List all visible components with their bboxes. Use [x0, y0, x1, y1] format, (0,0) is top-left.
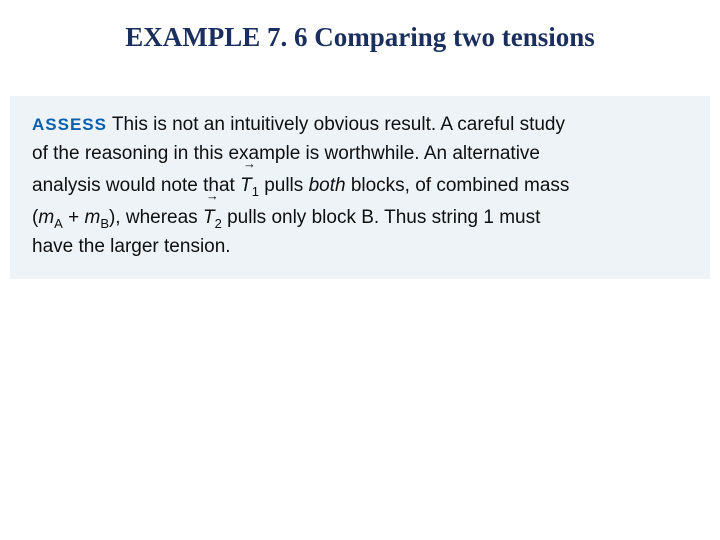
body-text-italic: both: [309, 175, 346, 196]
slide-root: EXAMPLE 7. 6 Comparing two tensions ASSE…: [0, 0, 720, 540]
vector-base: T: [203, 207, 215, 228]
body-text: pulls: [264, 175, 308, 196]
mass-a: mA: [38, 207, 63, 228]
assess-line-2: of the reasoning in this example is wort…: [32, 139, 688, 168]
assess-line-3: analysis would note that → T1 pulls both…: [32, 168, 688, 200]
body-text: This is not an intuitively obvious resul…: [112, 114, 565, 135]
body-text: +: [63, 207, 85, 228]
vector-subscript: 2: [215, 216, 222, 231]
body-text: have the larger tension.: [32, 236, 231, 257]
vector-base: T: [240, 175, 252, 196]
body-text: pulls only block B. Thus string 1 must: [227, 207, 540, 228]
body-text: of the reasoning in this example is wort…: [32, 143, 540, 164]
mass-base: m: [84, 207, 100, 228]
vector-subscript: 1: [252, 184, 259, 199]
assess-line-1: ASSESS This is not an intuitively obviou…: [32, 110, 688, 139]
vector-t1: → T1: [240, 168, 259, 200]
vector-arrow-icon: →: [240, 161, 259, 167]
vector-arrow-icon: →: [203, 193, 222, 199]
vector-t2: → T2: [203, 200, 222, 232]
mass-base: m: [38, 207, 54, 228]
assess-line-4: (mA + mB), whereas → T2 pulls only block…: [32, 200, 688, 232]
assess-label: ASSESS: [32, 115, 107, 134]
mass-b: mB: [84, 207, 109, 228]
assess-line-5: have the larger tension.: [32, 232, 688, 261]
slide-title: EXAMPLE 7. 6 Comparing two tensions: [0, 22, 720, 53]
mass-subscript: B: [100, 216, 109, 231]
body-text: blocks, of combined mass: [351, 175, 570, 196]
assess-text-panel: ASSESS This is not an intuitively obviou…: [10, 96, 710, 279]
mass-subscript: A: [54, 216, 63, 231]
body-text: ), whereas: [109, 207, 203, 228]
